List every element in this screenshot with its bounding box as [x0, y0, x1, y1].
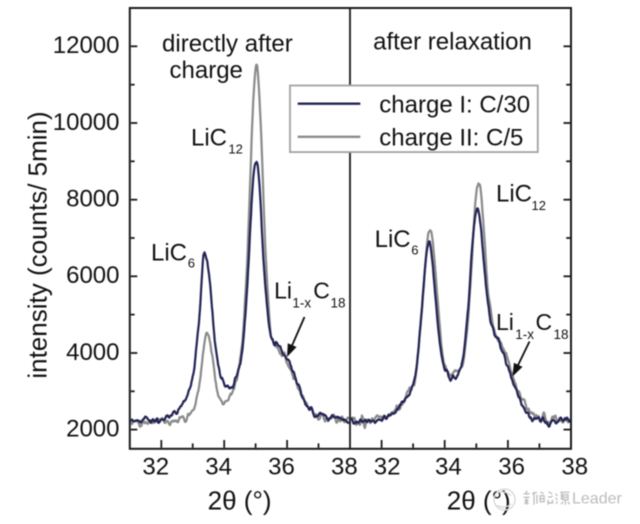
svg-text:2θ (°): 2θ (°) [208, 486, 272, 516]
svg-text:LiC: LiC [191, 125, 227, 152]
svg-text:LiC: LiC [375, 226, 411, 253]
svg-text:2000: 2000 [66, 415, 119, 442]
svg-text:6000: 6000 [66, 262, 119, 289]
svg-text:C: C [313, 278, 330, 304]
svg-text:12: 12 [532, 198, 546, 213]
svg-text:charge: charge [170, 57, 243, 84]
svg-text:18: 18 [331, 295, 346, 310]
svg-text:directly after: directly after [162, 30, 293, 57]
svg-text:12: 12 [228, 142, 242, 157]
svg-text:charge I: C/30: charge I: C/30 [379, 91, 530, 118]
svg-text:Li: Li [496, 309, 514, 335]
svg-text:32: 32 [374, 453, 401, 480]
svg-text:8000: 8000 [66, 186, 119, 213]
svg-text:1-x: 1-x [292, 295, 311, 310]
svg-text:intensity (counts/ 5min): intensity (counts/ 5min) [23, 111, 53, 378]
svg-text:34: 34 [205, 453, 232, 480]
svg-text:after relaxation: after relaxation [373, 29, 532, 56]
svg-text:10000: 10000 [53, 109, 120, 136]
svg-text:LiC: LiC [496, 180, 532, 207]
svg-text:32: 32 [142, 453, 169, 480]
svg-text:Li: Li [274, 278, 292, 304]
svg-text:6: 6 [411, 242, 418, 257]
svg-text:38: 38 [561, 453, 588, 480]
svg-text:charge II: C/5: charge II: C/5 [379, 125, 523, 152]
svg-text:4000: 4000 [66, 339, 119, 366]
svg-text:LiC: LiC [151, 239, 187, 266]
svg-text:38: 38 [331, 453, 358, 480]
svg-text:34: 34 [435, 453, 462, 480]
svg-text:12000: 12000 [53, 32, 120, 59]
svg-text:Leader: Leader [572, 491, 622, 508]
svg-text:6: 6 [188, 256, 195, 271]
svg-text:36: 36 [498, 453, 525, 480]
svg-text:18: 18 [554, 327, 569, 342]
svg-text:C: C [536, 309, 553, 335]
svg-text:1-x: 1-x [515, 327, 534, 342]
svg-text:36: 36 [268, 453, 295, 480]
